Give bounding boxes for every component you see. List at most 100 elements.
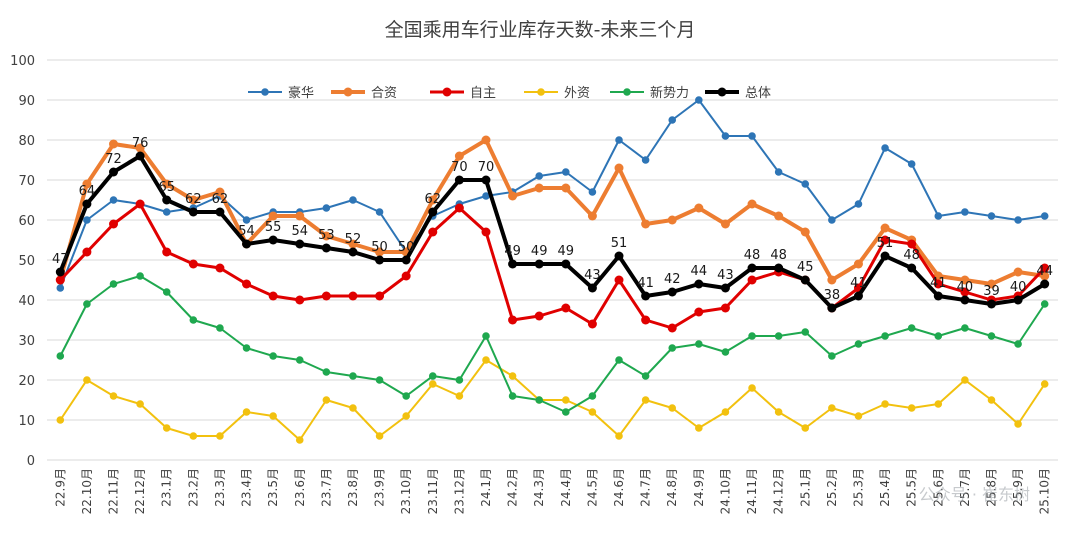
data-point xyxy=(987,396,996,404)
data-point xyxy=(747,275,757,285)
data-point xyxy=(534,183,544,193)
x-tick-label: 22.9月 xyxy=(53,468,67,507)
legend-swatch-marker xyxy=(261,88,269,96)
data-point xyxy=(561,183,571,193)
data-point xyxy=(482,192,490,200)
data-point xyxy=(934,212,943,220)
series-3 xyxy=(56,356,1049,444)
legend-item: 合资 xyxy=(331,86,397,101)
data-point xyxy=(428,380,437,388)
legend-swatch-marker xyxy=(442,87,452,97)
data-point xyxy=(109,280,118,288)
legend-label: 合资 xyxy=(371,86,397,101)
data-point xyxy=(562,408,570,416)
data-point xyxy=(881,400,889,408)
legend-item: 自主 xyxy=(430,86,496,101)
x-tick-label: 23.2月 xyxy=(186,468,200,507)
data-point xyxy=(402,412,410,420)
x-tick-label: 23.4月 xyxy=(240,468,254,507)
data-point xyxy=(774,332,783,340)
data-point xyxy=(615,356,623,364)
x-tick-label: 25.7月 xyxy=(958,468,972,507)
data-point xyxy=(428,207,438,217)
data-point xyxy=(668,404,677,412)
data-point xyxy=(242,408,251,416)
data-label: 38 xyxy=(824,288,841,303)
data-point xyxy=(934,400,943,408)
legend-label: 自主 xyxy=(470,86,496,101)
data-point xyxy=(508,315,518,325)
data-point xyxy=(880,251,890,261)
legend-swatch-marker xyxy=(343,87,353,97)
data-point xyxy=(1014,340,1022,348)
data-point xyxy=(668,116,677,124)
data-point xyxy=(268,235,278,245)
data-point xyxy=(801,180,810,188)
data-point xyxy=(136,400,144,408)
series-4 xyxy=(56,272,1049,416)
data-point xyxy=(349,372,357,380)
data-point xyxy=(428,227,438,237)
data-point xyxy=(109,139,119,149)
data-label: 41 xyxy=(850,276,867,291)
data-point xyxy=(455,392,464,400)
y-tick-label: 60 xyxy=(18,214,35,229)
data-point xyxy=(748,384,756,392)
data-point xyxy=(747,263,757,273)
x-tick-label: 24.6月 xyxy=(612,468,626,507)
data-point xyxy=(268,291,278,301)
data-point xyxy=(109,196,118,204)
data-point xyxy=(375,247,385,257)
data-point xyxy=(641,396,650,404)
x-tick-label: 24.11月 xyxy=(745,468,759,514)
data-point xyxy=(828,216,836,224)
data-label: 65 xyxy=(158,180,175,195)
data-point xyxy=(215,207,225,217)
data-point xyxy=(482,356,490,364)
data-point xyxy=(1040,263,1050,273)
data-label: 53 xyxy=(318,228,335,243)
data-point xyxy=(375,291,385,301)
data-point xyxy=(854,412,863,420)
data-point xyxy=(189,432,198,440)
data-point xyxy=(216,432,224,440)
data-point xyxy=(854,340,863,348)
x-tick-label: 23.6月 xyxy=(293,468,307,507)
legend-swatch-marker xyxy=(623,88,631,96)
y-tick-label: 40 xyxy=(18,294,35,309)
data-point xyxy=(454,175,464,185)
data-point xyxy=(55,275,65,285)
data-point xyxy=(720,283,730,293)
series-5 xyxy=(55,151,1050,313)
data-point xyxy=(561,259,571,269)
data-point xyxy=(135,143,145,153)
data-point xyxy=(242,344,251,352)
data-point xyxy=(56,352,65,360)
data-point xyxy=(295,239,305,249)
data-point xyxy=(667,287,677,297)
data-point xyxy=(349,404,357,412)
x-tick-label: 23.8月 xyxy=(346,468,360,507)
data-point xyxy=(641,315,651,325)
data-point xyxy=(322,204,331,212)
data-label: 48 xyxy=(903,248,920,263)
data-point xyxy=(215,187,225,197)
data-point xyxy=(83,300,91,308)
data-point xyxy=(615,432,623,440)
data-label: 48 xyxy=(770,248,787,263)
data-label: 76 xyxy=(132,136,149,151)
x-tick-label: 23.10月 xyxy=(399,468,413,514)
x-tick-label: 25.4月 xyxy=(878,468,892,507)
data-point xyxy=(748,132,756,140)
data-point xyxy=(321,231,331,241)
data-point xyxy=(401,271,411,281)
data-point xyxy=(720,303,730,313)
data-point xyxy=(880,223,890,233)
x-tick-label: 24.8月 xyxy=(665,468,679,507)
data-point xyxy=(934,332,943,340)
x-tick-label: 25.8月 xyxy=(984,468,998,507)
data-point xyxy=(109,167,119,177)
data-point xyxy=(322,368,331,376)
watermark-text: 公众号 · 崔东树 xyxy=(919,485,1030,504)
data-point xyxy=(774,263,784,273)
